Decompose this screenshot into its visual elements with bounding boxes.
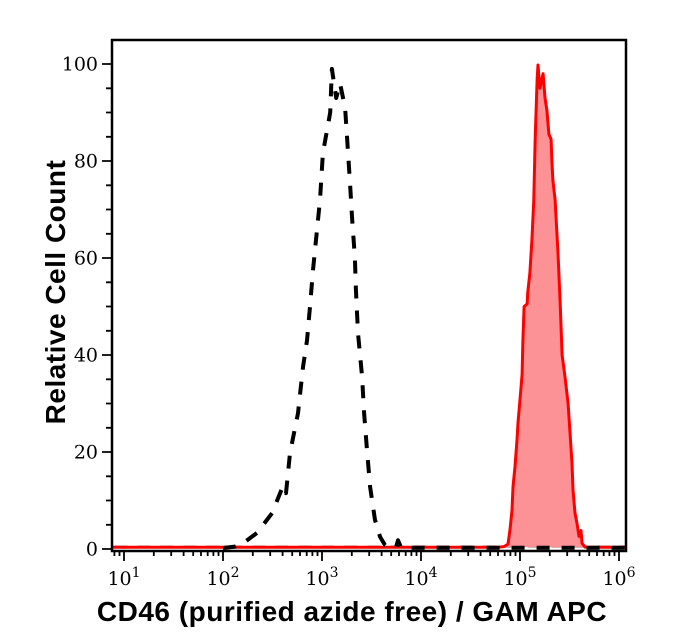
x-axis-title: CD46 (purified azide free) / GAM APC bbox=[96, 596, 608, 627]
x-axis-ticks bbox=[113, 551, 620, 561]
x-tick-label: 106 bbox=[602, 565, 635, 590]
negative-control-curve bbox=[222, 66, 625, 550]
y-axis-title: Relative Cell Count bbox=[40, 159, 71, 425]
y-tick-label: 40 bbox=[74, 345, 98, 367]
y-tick-label: 0 bbox=[86, 539, 98, 561]
x-tick-label: 103 bbox=[305, 565, 338, 590]
y-tick-label: 100 bbox=[62, 54, 98, 76]
y-tick-label: 80 bbox=[74, 151, 98, 173]
stained-sample-curve bbox=[112, 63, 626, 549]
y-tick-label: 60 bbox=[74, 248, 98, 270]
y-axis-ticks bbox=[102, 63, 112, 550]
x-tick-label: 104 bbox=[404, 565, 437, 590]
x-tick-label: 102 bbox=[206, 565, 239, 590]
stained-sample-fill bbox=[113, 65, 626, 548]
x-tick-label: 105 bbox=[503, 565, 536, 590]
y-tick-label: 20 bbox=[74, 442, 98, 464]
x-tick-label: 101 bbox=[107, 565, 140, 590]
